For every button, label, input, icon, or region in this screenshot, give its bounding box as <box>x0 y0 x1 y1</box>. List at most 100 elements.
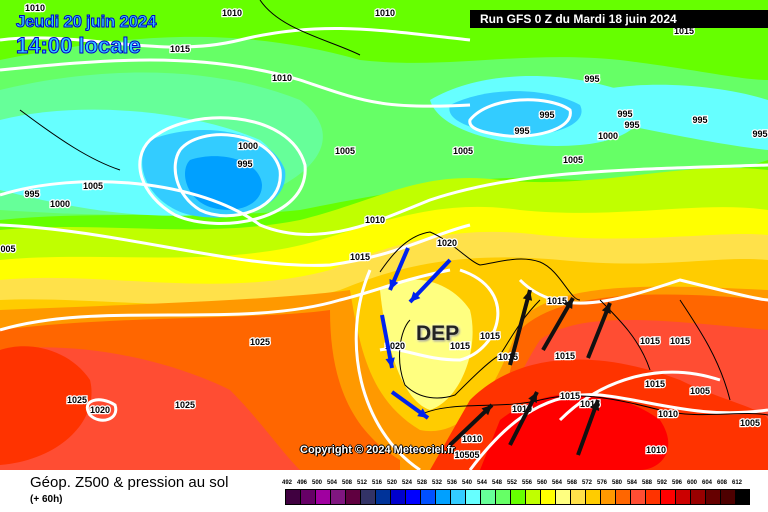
forecast-date: Jeudi 20 juin 2024 <box>15 12 157 32</box>
legend-swatch <box>540 489 555 505</box>
legend-label: 492 <box>282 480 293 486</box>
legend-item: 496 <box>297 480 315 505</box>
legend-item: 596 <box>672 480 690 505</box>
legend-label: 604 <box>702 480 713 486</box>
wind-arrow <box>448 403 494 447</box>
legend-swatch <box>720 489 735 505</box>
legend-item: 604 <box>702 480 720 505</box>
legend-item: 556 <box>522 480 540 505</box>
wind-arrow <box>576 399 600 456</box>
copyright: Copyright © 2024 Meteociel.fr <box>300 444 455 456</box>
forecast-time: 14:00 locale <box>16 33 142 59</box>
isobar-label: 995 <box>752 129 767 139</box>
legend-label: 552 <box>507 480 518 486</box>
legend-item: 564 <box>552 480 570 505</box>
isobar-label: 1000 <box>598 131 618 141</box>
color-legend: 492 496 500 504 508 512 516 520 524 528 532 536 540 5… <box>282 480 750 505</box>
legend-swatch <box>660 489 675 505</box>
legend-swatch <box>555 489 570 505</box>
legend-swatch <box>690 489 705 505</box>
legend-item: 568 <box>567 480 585 505</box>
legend-label: 596 <box>672 480 683 486</box>
isobar-label: 1015 <box>547 296 567 306</box>
isobar-label: 995 <box>692 115 707 125</box>
legend-swatch <box>435 489 450 505</box>
wind-arrow <box>388 247 410 291</box>
legend-swatch <box>360 489 375 505</box>
legend-swatch <box>315 489 330 505</box>
isobar-label: 1000 <box>50 199 70 209</box>
isobar-label: 1015 <box>170 44 190 54</box>
isobar-label: 1015 <box>670 336 690 346</box>
legend-item: 536 <box>447 480 465 505</box>
isobar-label: 1025 <box>175 400 195 410</box>
legend-swatch <box>735 489 750 505</box>
isobar-label: 1010 <box>462 434 482 444</box>
wind-arrow <box>408 258 452 304</box>
legend-item: 504 <box>327 480 345 505</box>
legend-swatch <box>630 489 645 505</box>
legend-item: 492 <box>282 480 300 505</box>
legend-label: 568 <box>567 480 578 486</box>
legend-item: 580 <box>612 480 630 505</box>
legend-swatch <box>525 489 540 505</box>
legend-item: 500 <box>312 480 330 505</box>
legend-item: 520 <box>387 480 405 505</box>
forecast-lead: (+ 60h) <box>30 494 63 505</box>
isobar-label: 1015 <box>450 341 470 351</box>
legend-swatch <box>495 489 510 505</box>
isobar-label: 995 <box>237 159 252 169</box>
isobar-label: 1005 <box>563 155 583 165</box>
legend-item: 584 <box>627 480 645 505</box>
legend-label: 608 <box>717 480 728 486</box>
legend-item: 528 <box>417 480 435 505</box>
legend-swatch <box>420 489 435 505</box>
wind-arrow <box>586 302 612 359</box>
legend-item: 576 <box>597 480 615 505</box>
legend-label: 504 <box>327 480 338 486</box>
legend-label: 588 <box>642 480 653 486</box>
legend-label: 576 <box>597 480 608 486</box>
isobar-label: 1010 <box>272 73 292 83</box>
wind-arrows <box>380 247 612 456</box>
isobar-label: 1005 <box>335 146 355 156</box>
legend-label: 500 <box>312 480 323 486</box>
isobar-label: 10505 <box>454 450 479 460</box>
legend-item: 548 <box>492 480 510 505</box>
legend-label: 516 <box>372 480 383 486</box>
legend-swatch <box>300 489 315 505</box>
legend-item: 600 <box>687 480 705 505</box>
legend-label: 532 <box>432 480 443 486</box>
wind-arrow <box>541 297 575 351</box>
legend-label: 512 <box>357 480 368 486</box>
legend-item: 552 <box>507 480 525 505</box>
isobar-label: 1000 <box>238 141 258 151</box>
map-title: Géop. Z500 & pression au sol <box>30 474 229 491</box>
legend-item: 512 <box>357 480 375 505</box>
legend-label: 572 <box>582 480 593 486</box>
legend-item: 560 <box>537 480 555 505</box>
legend-label: 536 <box>447 480 458 486</box>
isobar-label: 1025 <box>67 395 87 405</box>
isobar-label: 1015 <box>645 379 665 389</box>
wind-arrow <box>390 390 430 420</box>
legend-swatch <box>615 489 630 505</box>
legend-label: 508 <box>342 480 353 486</box>
wind-arrow <box>380 314 395 369</box>
isobar-label: 1020 <box>90 405 110 415</box>
legend-label: 592 <box>657 480 668 486</box>
isobar-label: 1015 <box>555 351 575 361</box>
legend-swatch <box>645 489 660 505</box>
isobar-label: 1005 <box>83 181 103 191</box>
legend-label: 528 <box>417 480 428 486</box>
isobar-label: 1015 <box>350 252 370 262</box>
isobar-label: 995 <box>624 120 639 130</box>
isobar-label: 1010 <box>658 409 678 419</box>
isobar-label: 1010 <box>375 8 395 18</box>
legend-swatch <box>330 489 345 505</box>
isobar-label: 1010 <box>25 3 45 13</box>
legend-label: 540 <box>462 480 473 486</box>
legend-item: 544 <box>477 480 495 505</box>
legend-label: 556 <box>522 480 533 486</box>
